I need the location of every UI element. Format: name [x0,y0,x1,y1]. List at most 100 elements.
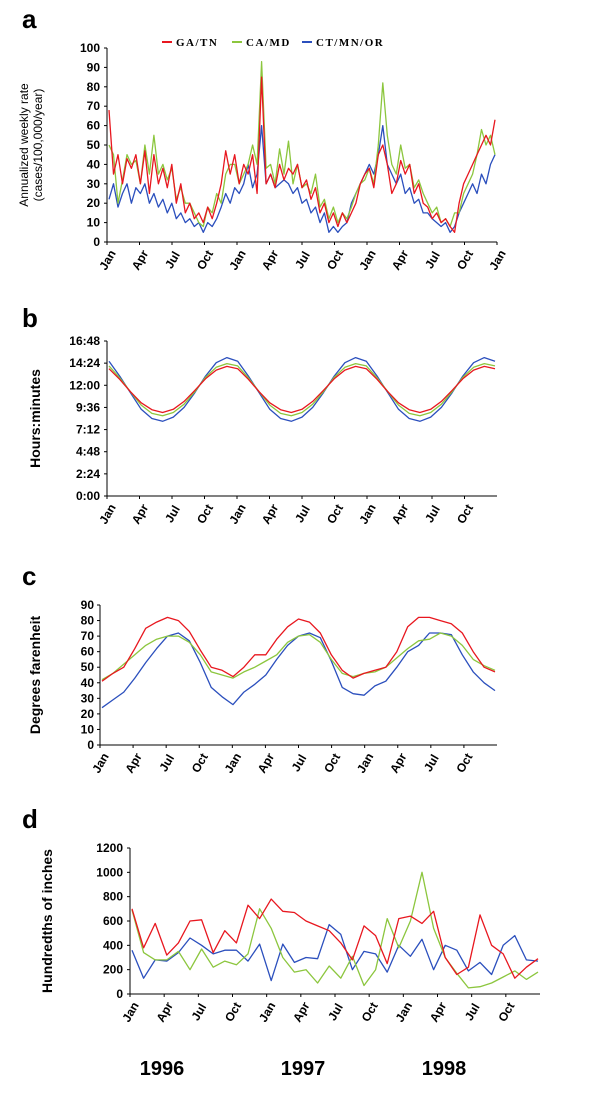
y-tick-label: 2:24 [76,467,100,481]
x-tick-label: Oct [194,502,216,526]
y-tick-label: 100 [80,41,100,55]
x-tick-label: Apr [389,501,412,526]
x-tick-label: Oct [189,751,211,775]
x-tick-label: Jul [325,1001,346,1023]
x-tick-label: Jan [96,248,118,273]
x-tick-label: Apr [129,247,152,272]
y-tick-label: 0 [87,738,94,752]
y-tick-label: 4:48 [76,445,100,459]
y-axis-label: Degrees farenheit [27,616,43,735]
y-tick-label: 12:00 [69,378,100,392]
x-tick-label: Oct [324,502,346,526]
y-tick-label: 9:36 [76,400,100,414]
y-tick-label: 80 [87,80,101,94]
series-line-ct-mn-or [131,923,539,982]
x-tick-label: Jul [421,752,442,774]
x-tick-label: Oct [453,751,475,775]
y-tick-label: 50 [87,138,101,152]
y-tick-label: 40 [87,157,101,171]
x-tick-label: Oct [359,1000,381,1024]
x-tick-label: Oct [321,751,343,775]
y-tick-label: 1200 [96,841,123,855]
x-tick-label: Oct [222,1000,244,1024]
x-tick-label: Jan [393,1000,415,1025]
y-tick-label: 10 [81,722,95,736]
y-tick-label: 10 [87,216,101,230]
x-tick-label: Jul [156,752,177,774]
y-tick-label: 70 [87,99,101,113]
x-tick-label: Jan [226,502,248,527]
x-tick-label: Jul [162,503,183,525]
panel-letter-b: b [22,303,38,333]
x-tick-label: Apr [387,750,410,775]
y-tick-label: 1000 [96,865,123,879]
x-tick-label: Jul [292,249,313,271]
y-tick-label: 0:00 [76,489,100,503]
series-line-ca-md [101,632,496,681]
x-tick-label: Jul [289,752,310,774]
x-tick-label: Jan [356,502,378,527]
y-axis-label: Hundredths of inches [39,849,55,993]
x-tick-label: Jul [422,503,443,525]
legend-label-ga-tn: GA/TN [176,37,218,49]
x-tick-label: Jan [222,751,244,776]
series-line-ga-tn [131,898,539,979]
y-tick-label: 30 [81,691,95,705]
y-tick-label: 0 [116,987,123,1001]
series-line-ga-tn [101,616,496,682]
year-label-1997: 1997 [281,1058,326,1080]
y-tick-label: 30 [87,177,101,191]
y-tick-label: 600 [103,914,123,928]
y-axis-label: (cases/100,000/year) [31,89,45,202]
y-tick-label: 50 [81,660,95,674]
y-tick-label: 0 [93,235,100,249]
series-line-ga-tn [108,365,496,414]
x-tick-label: Jan [96,502,118,527]
x-tick-label: Apr [122,750,145,775]
x-tick-label: Jul [292,503,313,525]
x-tick-label: Apr [259,501,282,526]
y-tick-label: 40 [81,676,95,690]
panel-letter-c: c [22,561,36,591]
y-tick-label: 7:12 [76,423,100,437]
legend-label-ca-md: CA/MD [246,37,291,49]
y-tick-label: 80 [81,614,95,628]
x-tick-label: Apr [389,247,412,272]
x-tick-label: Jan [89,751,111,776]
chart-panel-d: d 0 200 400 600 800 1000 1200 Jan Apr Jul Oct Jan Apr… [22,804,540,1024]
y-tick-label: 400 [103,938,123,952]
chart-panel-b: b 0:00 2:24 4:48 7:12 9:36 12:00 14:24 16:48 Jan A… [22,303,497,526]
legend-label-ct-mn-or: CT/MN/OR [316,37,384,49]
y-tick-label: 14:24 [69,356,100,370]
x-tick-label: Jul [162,249,183,271]
y-tick-label: 90 [81,598,95,612]
x-tick-label: Jul [462,1001,483,1023]
x-tick-label: Oct [324,248,346,272]
x-tick-label: Apr [153,999,176,1024]
chart-panel-a: a 0 10 20 30 40 50 60 70 80 90 100 Jan Apr Jul Oct Jan Ap… [17,4,509,272]
y-tick-label: 90 [87,60,101,74]
x-tick-label: Jan [356,248,378,273]
y-tick-label: 200 [103,963,123,977]
x-tick-label: Apr [255,750,278,775]
y-tick-label: 800 [103,890,123,904]
x-tick-label: Oct [194,248,216,272]
series-line-ct-mn-or [108,124,496,233]
y-tick-label: 20 [87,196,101,210]
x-tick-label: Oct [454,502,476,526]
x-tick-label: Apr [259,247,282,272]
y-tick-label: 60 [87,119,101,133]
x-tick-label: Jul [422,249,443,271]
year-label-1996: 1996 [140,1058,185,1080]
x-tick-label: Apr [427,999,450,1024]
series-line-ga-tn [108,76,496,233]
x-tick-label: Apr [290,999,313,1024]
y-axis-label: Hours:minutes [27,369,43,468]
x-tick-label: Jan [486,248,508,273]
y-tick-label: 70 [81,629,95,643]
x-tick-label: Oct [495,1000,517,1024]
y-tick-label: 20 [81,707,95,721]
series-line-ct-mn-or [108,356,496,422]
year-label-1998: 1998 [422,1058,467,1080]
